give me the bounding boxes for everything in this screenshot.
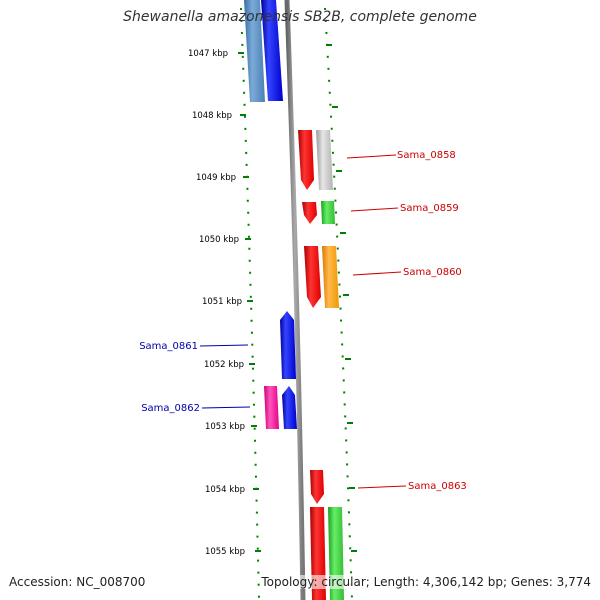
scale-tick — [238, 52, 244, 54]
scale-label: 1050 kbp — [199, 235, 239, 245]
feature-steelblue[interactable] — [244, 0, 265, 102]
scale-label: 1055 kbp — [205, 547, 245, 557]
scale-tick — [347, 422, 353, 424]
left-leader-lines — [199, 344, 251, 409]
gene-label-sama-0861[interactable]: Sama_0861 — [139, 341, 198, 352]
scale-tick — [255, 550, 261, 552]
scale-label: 1053 kbp — [205, 422, 245, 432]
scale-tick — [343, 294, 349, 296]
leader-line-0858 — [346, 154, 397, 159]
scale-tick — [251, 425, 257, 427]
scale-tick — [351, 550, 357, 552]
feature-red-0858[interactable] — [298, 130, 314, 190]
scale-label: 1048 kbp — [192, 111, 232, 121]
leader-line-0862 — [201, 406, 251, 409]
feature-red-0859[interactable] — [302, 202, 317, 224]
gene-label-sama-0863[interactable]: Sama_0863 — [408, 481, 467, 492]
feature-pink-0862[interactable] — [264, 386, 279, 429]
scale-tick — [253, 488, 259, 490]
scale-tick — [326, 44, 332, 46]
gene-label-sama-0859[interactable]: Sama_0859 — [400, 203, 459, 214]
genome-title: Shewanella amazonensis SB2B, complete ge… — [123, 9, 477, 25]
scale-tick — [243, 176, 249, 178]
scale-label: 1052 kbp — [204, 360, 244, 370]
feature-red-0863[interactable] — [310, 470, 324, 504]
leader-line-0860 — [352, 271, 402, 276]
scale-label: 1054 kbp — [205, 485, 245, 495]
feature-blue-top[interactable] — [261, 0, 283, 101]
accession-label: Accession: NC_008700 — [9, 575, 146, 589]
right-leader-lines — [346, 154, 407, 489]
feature-blue-0861[interactable] — [280, 311, 296, 379]
scale-label: 1049 kbp — [196, 173, 236, 183]
scale-ticks — [238, 44, 357, 552]
scale-tick — [332, 106, 338, 108]
scale-tick — [349, 487, 355, 489]
leader-line-0859 — [350, 207, 399, 212]
feature-red-0860[interactable] — [304, 246, 321, 308]
scale-tick — [249, 363, 255, 365]
gene-label-sama-0860[interactable]: Sama_0860 — [403, 267, 462, 278]
feature-blue-0862[interactable] — [282, 386, 297, 429]
scale-tick — [345, 358, 351, 360]
scale-label: 1047 kbp — [188, 49, 228, 59]
scale-label: 1051 kbp — [202, 297, 242, 307]
scale-tick — [336, 170, 342, 172]
feature-green-0859[interactable] — [321, 201, 335, 224]
feature-orange-0860[interactable] — [322, 246, 339, 308]
scale-tick — [247, 300, 253, 302]
scale-tick — [240, 114, 246, 116]
gene-label-sama-0858[interactable]: Sama_0858 — [397, 150, 456, 161]
scale-tick — [245, 238, 251, 240]
leader-line-0861 — [199, 344, 249, 347]
scale-tick — [340, 232, 346, 234]
feature-gray-0858[interactable] — [316, 130, 333, 190]
gene-label-sama-0862[interactable]: Sama_0862 — [141, 403, 200, 414]
topology-summary: Topology: circular; Length: 4,306,142 bp… — [261, 575, 591, 589]
genome-backbone — [284, 0, 306, 600]
leader-line-0863 — [357, 485, 407, 489]
